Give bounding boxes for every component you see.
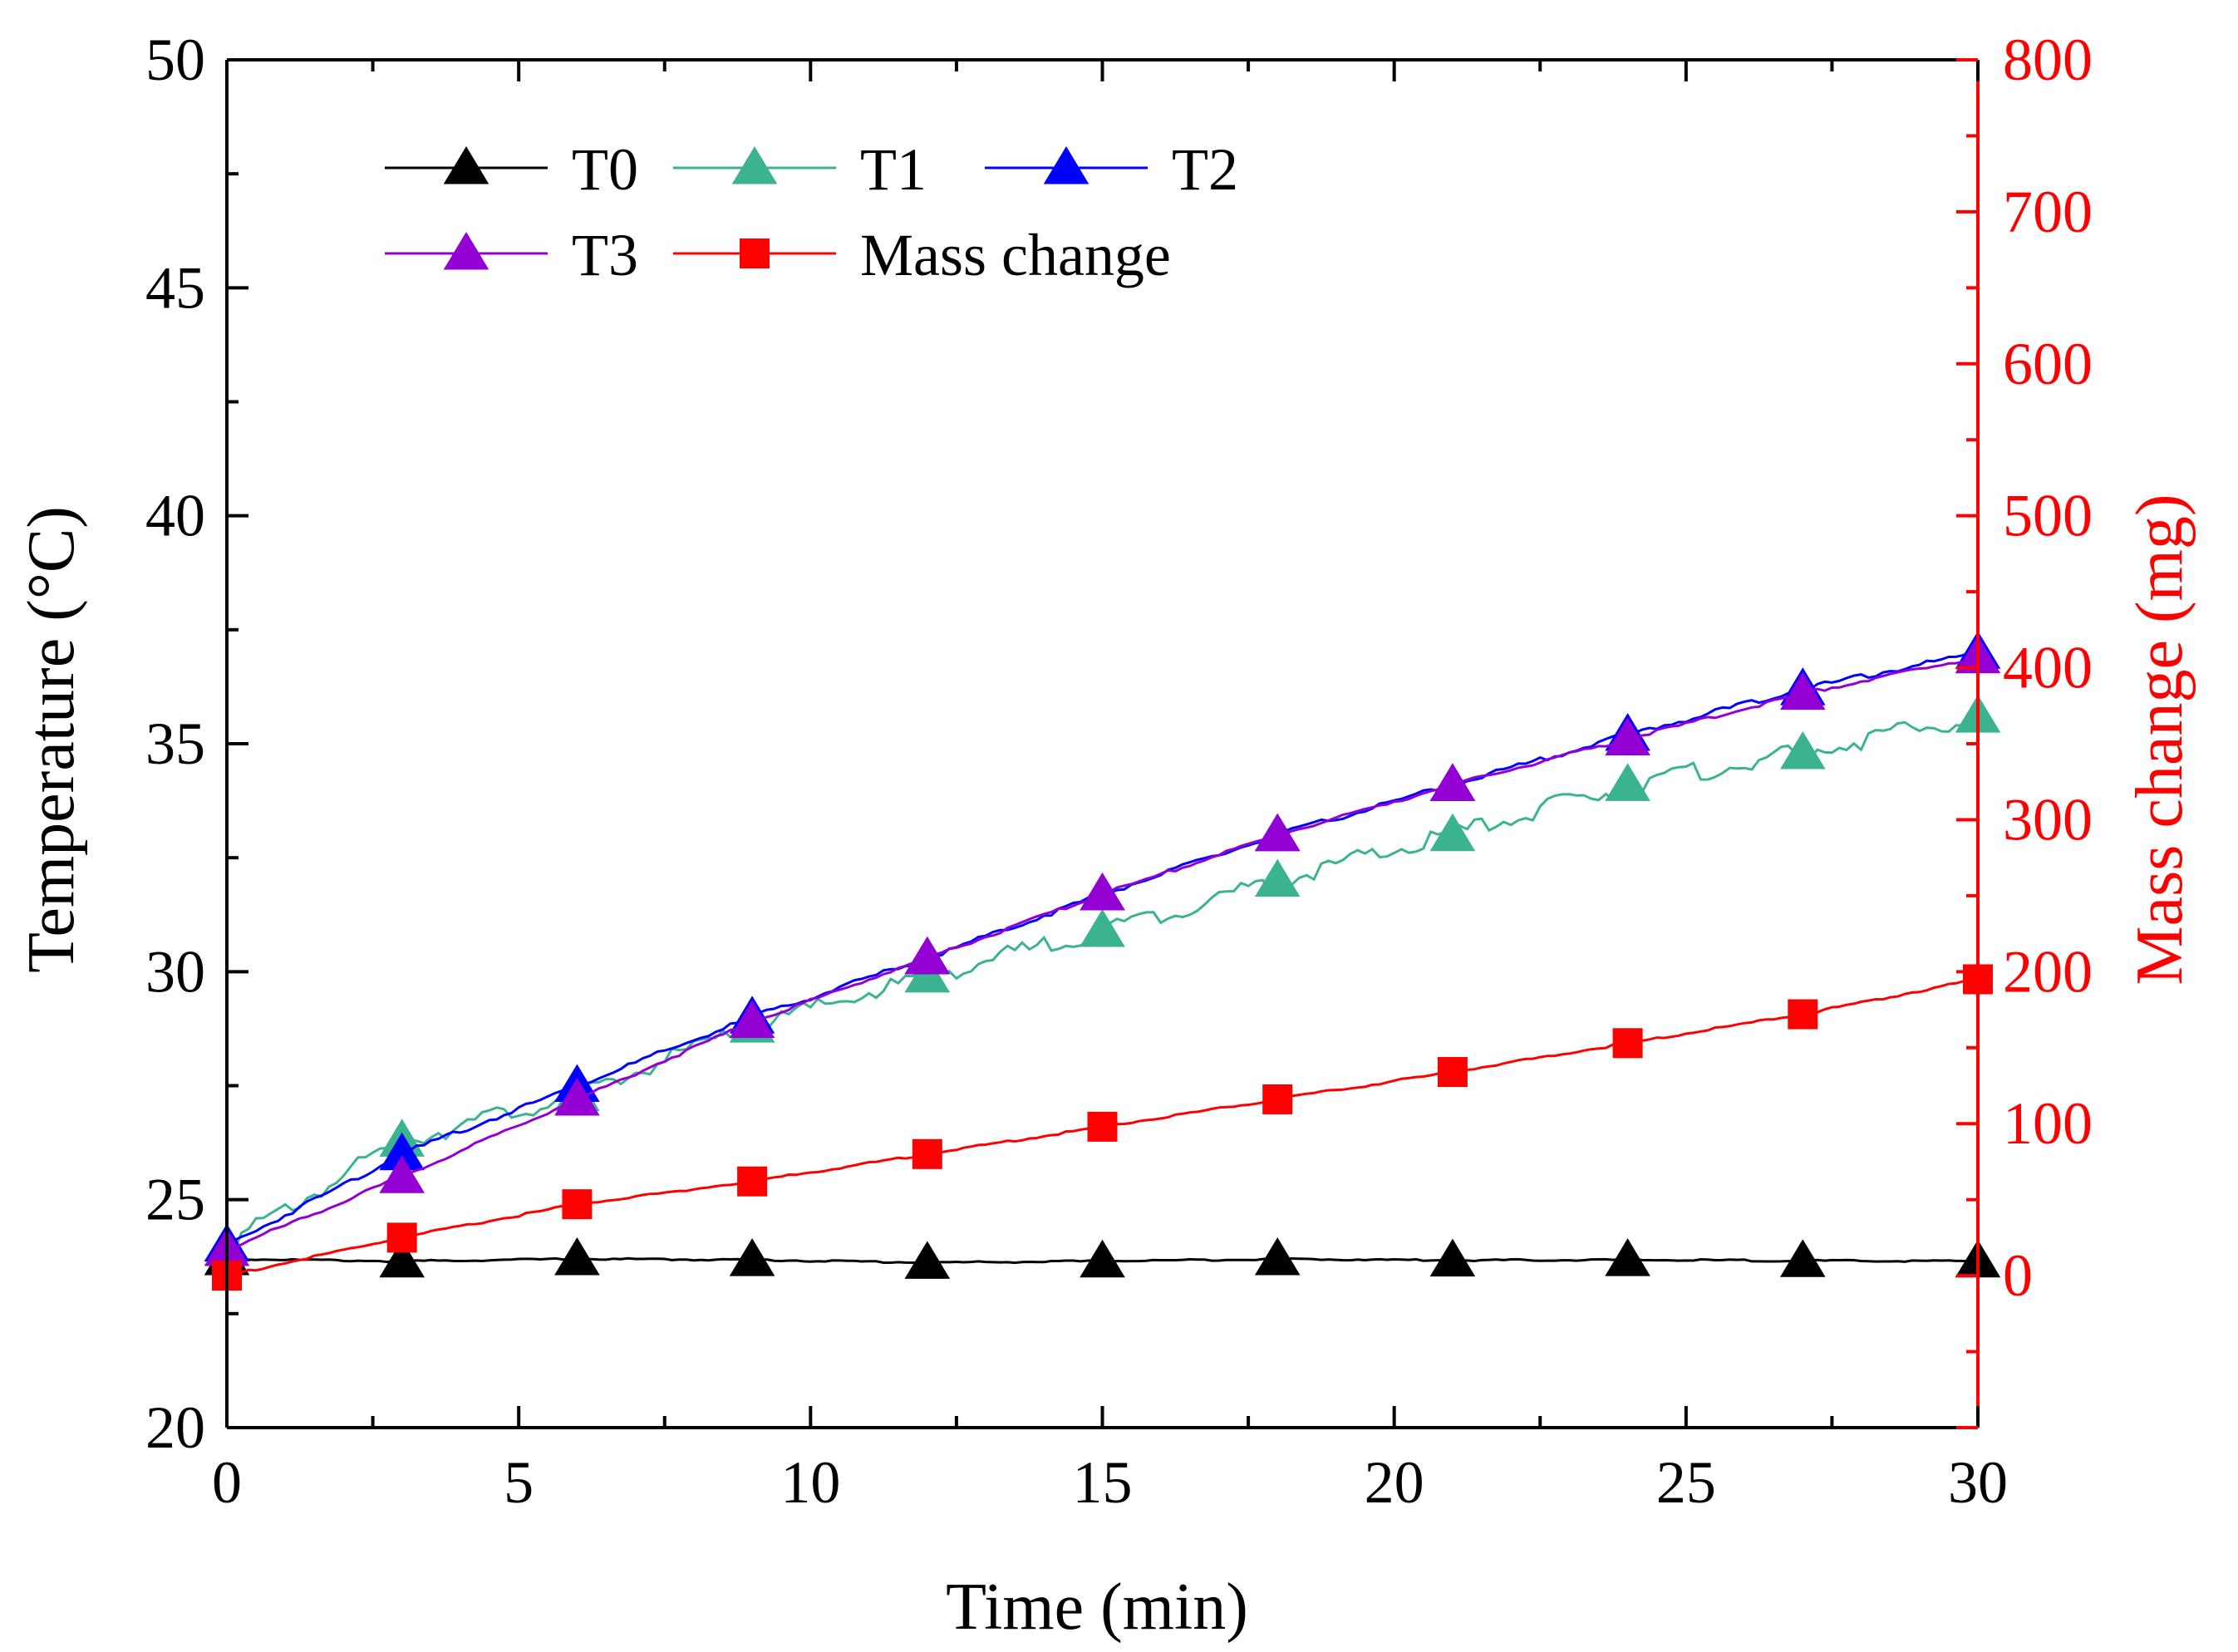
- data-point: [386, 1222, 417, 1253]
- y2-tick-label: 800: [2003, 27, 2093, 93]
- legend-label: Mass change: [860, 222, 1171, 288]
- data-point: [729, 1238, 775, 1276]
- data-point: [1429, 763, 1476, 801]
- data-point: [1788, 999, 1818, 1030]
- series-t1: [204, 695, 2001, 1262]
- data-point: [737, 1166, 768, 1197]
- data-point: [1605, 717, 1650, 756]
- series-t0: [204, 1237, 2001, 1279]
- data-point: [904, 936, 951, 975]
- data-point: [379, 1239, 425, 1278]
- legend-label: T1: [860, 136, 927, 203]
- data-point: [554, 1077, 600, 1116]
- data-point: [1254, 813, 1301, 852]
- legend-label: T0: [572, 136, 638, 203]
- data-point: [1429, 1238, 1476, 1277]
- legend-item-mass-change: Mass change: [673, 222, 1171, 288]
- y-tick-label: 50: [145, 27, 205, 93]
- y-tick-label: 45: [145, 254, 205, 321]
- y2-tick-label: 500: [2003, 483, 2093, 549]
- legend-item-t1: T1: [673, 136, 927, 203]
- y2-tick-label: 600: [2003, 331, 2093, 397]
- y2-tick-label: 400: [2003, 635, 2093, 701]
- legend-item-t0: T0: [385, 136, 638, 203]
- data-point: [1429, 813, 1476, 852]
- y2-tick-label: 700: [2003, 179, 2093, 245]
- y2-tick-label: 100: [2003, 1090, 2093, 1157]
- legend-item-t2: T2: [985, 136, 1238, 203]
- data-point: [912, 1138, 942, 1169]
- data-point: [1254, 858, 1301, 897]
- x-tick-label: 0: [212, 1449, 242, 1516]
- legend-item-t3: T3: [385, 222, 638, 288]
- x-tick-label: 15: [1073, 1449, 1133, 1516]
- x-axis-title: Time (min): [946, 1571, 1248, 1644]
- data-point: [1087, 1111, 1118, 1142]
- legend: T0 T1 T2 T3 Mass change: [385, 136, 1238, 288]
- data-point: [1437, 1057, 1468, 1088]
- series-line: [226, 656, 1979, 1251]
- data-point: [1612, 1028, 1643, 1059]
- series-mass-change: [212, 964, 1993, 1291]
- data-point: [1780, 730, 1826, 769]
- y-tick-label: 40: [145, 483, 205, 549]
- legend-marker: [443, 146, 489, 184]
- data-point: [379, 1155, 425, 1193]
- plot-series: [204, 631, 2001, 1291]
- y-tick-label: 30: [145, 938, 205, 1005]
- legend-label: T2: [1172, 136, 1238, 203]
- data-point: [1254, 1237, 1301, 1276]
- data-point: [1080, 1239, 1125, 1278]
- y2-tick-label: 300: [2003, 786, 2093, 853]
- y2-tick-label: 0: [2003, 1242, 2033, 1309]
- y2-axis-title: Mass change (mg): [2123, 494, 2196, 986]
- y-tick-label: 20: [145, 1394, 205, 1461]
- series-line: [226, 710, 1979, 1252]
- x-tick-label: 10: [780, 1449, 840, 1516]
- legend-label: T3: [572, 222, 638, 288]
- x-tick-label: 20: [1365, 1449, 1424, 1516]
- data-point: [729, 1000, 775, 1039]
- legend-marker: [740, 238, 770, 268]
- data-point: [1080, 908, 1125, 947]
- series-t3: [204, 635, 2001, 1266]
- data-point: [554, 1237, 600, 1276]
- y-axis-title: Temperature (°C): [15, 506, 88, 973]
- x-tick-label: 30: [1948, 1449, 2008, 1516]
- data-point: [1262, 1084, 1293, 1114]
- series-line: [226, 650, 1979, 1246]
- legend-marker: [731, 146, 778, 184]
- x-tick-label: 25: [1656, 1449, 1716, 1516]
- y-tick-label: 35: [145, 710, 205, 777]
- data-point: [1780, 671, 1826, 710]
- data-point: [562, 1189, 593, 1220]
- legend-marker: [443, 232, 489, 270]
- legend-marker: [1043, 146, 1089, 184]
- data-point: [1780, 1239, 1826, 1277]
- y-tick-label: 25: [145, 1167, 205, 1233]
- data-point: [1080, 873, 1125, 911]
- data-point: [904, 1241, 951, 1279]
- data-point: [1605, 1238, 1650, 1276]
- data-point: [379, 1132, 425, 1171]
- axes: 0 5 10 15 20 25 302025303540455001002003004005…: [145, 27, 2093, 1516]
- y2-tick-label: 200: [2003, 938, 2093, 1005]
- data-point: [1605, 763, 1650, 801]
- x-tick-label: 5: [504, 1449, 534, 1516]
